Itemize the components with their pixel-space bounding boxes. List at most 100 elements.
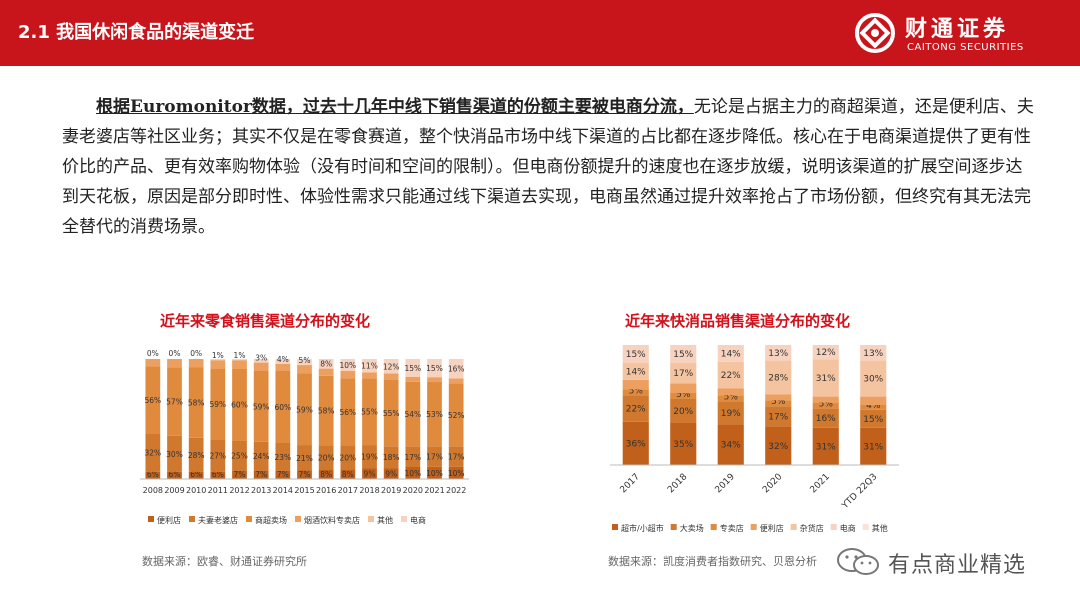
x-tick-label: 2017 [338, 486, 358, 495]
data-label: 59% [253, 402, 270, 411]
bar-segment [253, 441, 269, 471]
legend-entry: 便利店 [157, 515, 181, 525]
page-title: 2.1 我国休闲食品的渠道变迁 [18, 22, 255, 43]
x-tick-label: 2014 [273, 486, 293, 495]
data-label: 21% [296, 454, 313, 463]
data-label: 6% [212, 470, 224, 479]
bar-segment [167, 471, 182, 479]
bar-segment [253, 362, 269, 371]
bar-segment [860, 360, 887, 397]
wechat-icon [837, 548, 879, 575]
bar-segment [318, 469, 334, 479]
bar-segment [145, 359, 161, 367]
data-label: 10% [339, 361, 356, 370]
bar-segment [275, 363, 291, 371]
data-label: 10% [404, 469, 421, 478]
data-label: 17% [404, 453, 421, 462]
data-label: 8% [342, 470, 354, 479]
bar-segment [860, 427, 887, 465]
data-label: 11% [361, 362, 378, 371]
bar-segment [427, 359, 442, 378]
data-label: 35% [673, 440, 693, 450]
x-tick-label: 2012 [229, 486, 249, 495]
body-paragraph: 根据Euromonitor数据，过去十几年中线下销售渠道的份额主要被电商分流，无… [62, 92, 1034, 242]
data-label: 4% [277, 355, 289, 364]
logo-chinese-name: 财通证券 [905, 17, 1010, 42]
data-label: 28% [188, 451, 205, 460]
data-label: 7% [255, 470, 267, 479]
bar-segment [362, 468, 377, 479]
bar-segment [167, 359, 182, 368]
fmcg-chart-source: 数据来源：凯度消费者指数研究、贝恩分析 [608, 555, 817, 568]
bar-segment [670, 345, 697, 363]
bar-segment [622, 395, 649, 422]
bar-segment [448, 378, 464, 384]
data-label: 32% [144, 449, 161, 458]
legend-entry: 夫妻老婆店 [198, 515, 238, 525]
data-label: 13% [768, 349, 788, 359]
legend-swatch [710, 524, 717, 530]
data-label: 56% [144, 396, 161, 405]
data-label: 10% [448, 469, 465, 478]
fmcg-chart-title: 近年来快消品销售渠道分布的变化 [625, 312, 851, 330]
bar-segment [448, 466, 464, 479]
legend-entry: 其他 [377, 515, 393, 525]
bar-segment [318, 445, 334, 470]
x-tick-label: 2018 [359, 486, 379, 495]
bar-segment [318, 375, 334, 446]
bar-segment [145, 471, 161, 479]
fmcg-channel-chart: 36% 22% 5% 14% 15% 2017 35% 20% 5% 17% 15% 2018 34% 1… [610, 345, 899, 533]
data-label: 6% [147, 470, 159, 479]
data-label: 4% [866, 401, 881, 411]
data-label: 30% [166, 450, 183, 459]
data-label: 34% [721, 441, 741, 451]
data-label: 9% [385, 470, 397, 479]
x-tick-label: 2021 [809, 472, 832, 495]
bar-segment [232, 359, 247, 361]
data-label: 7% [234, 470, 246, 479]
bar-segment [860, 396, 887, 405]
x-tick-label: 2019 [714, 472, 737, 495]
wechat-watermark: 有点商业精选 [830, 545, 1060, 579]
legend-entry: 烟酒饮料专卖店 [304, 515, 360, 525]
bar-segment [765, 394, 792, 401]
bar-segment [210, 439, 226, 472]
bar-segment [188, 437, 204, 472]
data-label: 17% [448, 453, 465, 462]
bar-segment [318, 359, 334, 369]
data-label: 17% [673, 369, 693, 379]
bar-segment [340, 359, 356, 371]
bar-segment [405, 381, 421, 447]
legend-entry: 便利店 [760, 523, 784, 533]
data-label: 0% [169, 349, 181, 358]
watermark-text: 有点商业精选 [888, 553, 1027, 578]
data-label: 16% [448, 365, 465, 374]
data-label: 10% [426, 469, 443, 478]
bar-segment [210, 368, 226, 440]
x-tick-label: 2015 [294, 486, 314, 495]
bar-segment [717, 388, 744, 396]
x-tick-label: 2013 [251, 486, 271, 495]
bar-segment [340, 445, 356, 470]
snack-chart-source: 数据来源：欧睿、财通证券研究所 [142, 555, 307, 568]
company-logo: 财通证券 CAITONG SECURITIES [855, 9, 1055, 59]
bar-segment [340, 469, 356, 479]
bar-segment [622, 421, 649, 465]
legend-entry: 电商 [840, 523, 856, 533]
data-label: 17% [768, 412, 788, 422]
data-label: 14% [721, 349, 741, 359]
data-label: 1% [212, 351, 224, 360]
data-label: 0% [147, 349, 159, 358]
legend-swatch [401, 516, 407, 522]
bar-segment [717, 361, 744, 389]
bar-segment [340, 378, 356, 446]
data-label: 17% [426, 453, 443, 462]
legend-entry: 电商 [410, 515, 426, 525]
bar-segment [297, 373, 312, 446]
bar-segment [812, 359, 839, 397]
data-label: 5% [771, 397, 786, 407]
bar-segment [232, 440, 247, 471]
header-bar: 2.1 我国休闲食品的渠道变迁 财通证券 CAITONG SECURITIES [0, 0, 1080, 66]
bar-segment [405, 446, 421, 467]
bar-segment [670, 423, 697, 465]
